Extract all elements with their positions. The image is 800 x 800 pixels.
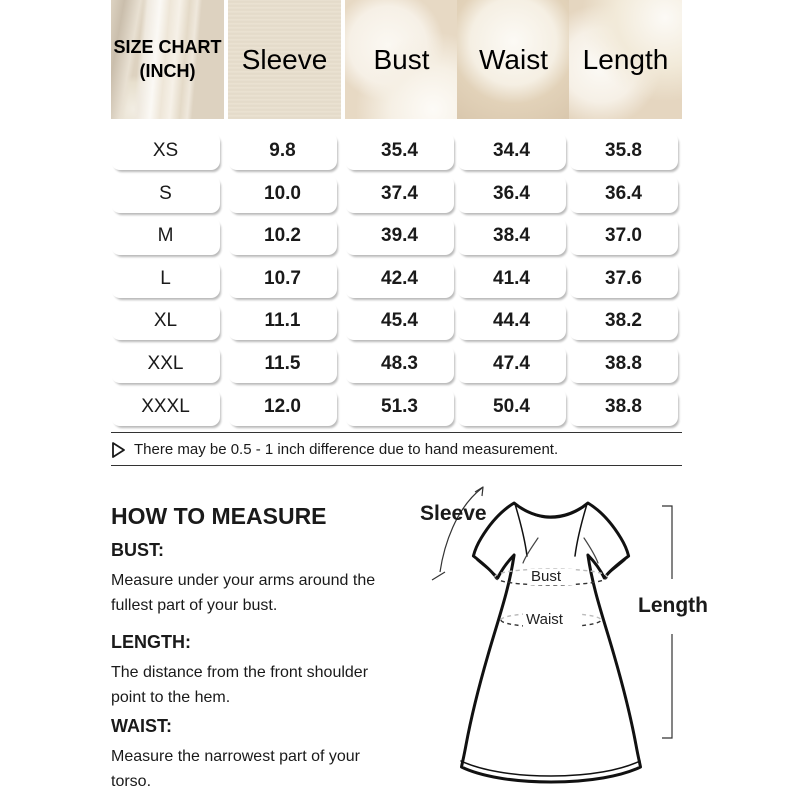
svg-text:Length: Length (638, 594, 708, 617)
svg-text:Sleeve: Sleeve (420, 502, 487, 525)
svg-text:Waist: Waist (526, 611, 564, 628)
svg-text:Bust: Bust (531, 568, 562, 585)
